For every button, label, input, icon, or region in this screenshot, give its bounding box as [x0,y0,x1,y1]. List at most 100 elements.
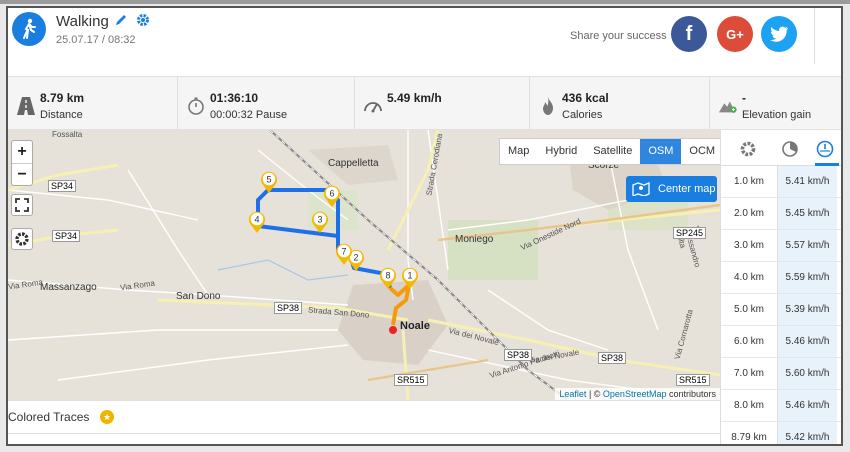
table-row: 4.0 km 5.59 km/h [721,262,841,294]
leaflet-link[interactable]: Leaflet [559,389,587,399]
split-speed: 5.57 km/h [777,230,837,261]
zoom-out-button[interactable]: − [12,163,32,185]
stat-elevation: - Elevation gain [710,77,841,131]
marker-label: 3 [317,214,322,224]
map-type-map[interactable]: Map [508,145,530,157]
table-row: 5.0 km 5.39 km/h [721,294,841,326]
split-speed: 5.45 km/h [777,198,837,229]
google-plus-share-button[interactable]: G+ [717,16,753,52]
activity-date: 25.07.17 / 08:32 [56,34,136,46]
map-type-osm[interactable]: OSM [640,139,682,164]
place-label: Scorzè [588,160,620,171]
marker-label: 4 [254,214,259,224]
zoom-in-button[interactable]: + [17,143,27,160]
table-row: 2.0 km 5.45 km/h [721,198,841,230]
split-speed: 5.46 km/h [777,390,837,421]
route-marker[interactable]: 1 [400,266,420,290]
attribution-separator: | © [586,389,603,399]
marker-label: 8 [385,270,390,280]
edit-pencil-icon[interactable] [114,13,128,32]
map-attribution: Leaflet | © OpenStreetMap contributors [555,388,720,400]
duration-pie-icon[interactable] [781,140,799,158]
header-divider [814,8,815,64]
premium-star-icon: ★ [100,410,114,424]
table-row: 8.0 km 5.46 km/h [721,390,841,422]
table-row: 6.0 km 5.46 km/h [721,326,841,358]
stat-label: Elevation gain [742,109,812,121]
splits-header [721,130,841,166]
route-map[interactable]: Cappelletta Scorzè Moniego Massanzago Sa… [8,130,720,400]
settings-gear-icon[interactable] [136,13,150,32]
route-marker[interactable]: 8 [378,266,398,290]
split-distance: 7.0 km [733,368,764,379]
map-type-hybrid[interactable]: Hybrid [545,145,578,157]
stat-value: 01:36:10 [210,91,259,105]
gear-icon[interactable] [739,140,757,158]
stat-value: 8.79 km [40,91,85,105]
marker-label: 7 [341,246,346,256]
marker-label: 2 [353,252,358,262]
active-tab-indicator [815,163,839,166]
road-icon [17,97,35,115]
split-distance: 2.0 km [733,208,764,219]
speed-gauge-icon[interactable] [815,140,835,158]
walking-icon [12,12,46,46]
twitter-share-button[interactable] [761,16,797,52]
split-distance: 3.0 km [733,240,764,251]
flame-icon [543,97,553,115]
split-speed: 5.41 km/h [777,166,837,197]
table-row: 3.0 km 5.57 km/h [721,230,841,262]
map-settings-button[interactable] [11,228,33,250]
table-row: 7.0 km 5.60 km/h [721,358,841,390]
place-label: Noale [400,320,430,332]
center-map-label: Center map [658,183,716,195]
splits-table: 1.0 km 5.41 km/h 2.0 km 5.45 km/h 3.0 km 5.… [720,130,841,444]
attribution-tail: contributors [666,389,716,399]
route-marker[interactable]: 2 [346,248,366,272]
place-label: Massanzago [40,282,97,293]
fullscreen-icon [15,198,29,212]
split-distance: 1.0 km [733,176,764,187]
fullscreen-button[interactable] [11,194,33,216]
route-end-marker[interactable] [389,326,397,334]
route-marker[interactable]: 4 [247,210,267,234]
marker-label: 5 [266,174,271,184]
stat-label: 00:00:32 Pause [210,109,288,121]
split-speed: 5.39 km/h [777,294,837,325]
stats-bar: 8.79 km Distance 01:36:10 00:00:32 Pause… [8,76,841,131]
activity-window: Walking 25.07.17 / 08:32 Share your succ… [6,6,843,446]
route-marker[interactable]: 6 [322,184,342,208]
split-speed: 5.42 km/h [777,422,837,444]
split-speed: 5.46 km/h [777,326,837,357]
stat-value: 5.49 km/h [387,91,442,105]
table-row: 1.0 km 5.41 km/h [721,166,841,198]
colored-traces-title: Colored Traces [8,410,90,424]
stat-distance: 8.79 km Distance [8,77,178,131]
map-type-satellite[interactable]: Satellite [593,145,633,157]
road-shield: SP38 [598,352,627,364]
road-shield: SP38 [274,302,303,314]
facebook-share-button[interactable]: f [671,16,707,52]
road-shield: SR515 [394,374,428,386]
road-shield: SP245 [673,227,707,239]
openstreetmap-link[interactable]: OpenStreetMap [602,389,667,399]
road-shield: SP34 [48,180,77,192]
split-speed: 5.59 km/h [777,262,837,293]
place-label: Fossalta [52,130,83,139]
gear-icon [15,232,29,246]
center-map-button[interactable]: Center map [626,176,717,202]
map-type-ocm[interactable]: OCM [689,145,716,157]
split-distance: 8.0 km [733,400,764,411]
split-speed: 5.60 km/h [777,358,837,389]
stat-calories: 436 kcal Calories [530,77,710,131]
route-marker[interactable]: 3 [310,210,330,234]
section-divider [8,433,720,434]
table-row: 8.79 km 5.42 km/h [721,422,841,444]
marker-label: 6 [329,188,334,198]
activity-header: Walking 25.07.17 / 08:32 Share your succ… [8,8,841,72]
route-marker[interactable]: 5 [259,170,279,194]
colored-traces-section: Colored Traces ★ [8,400,720,444]
route-marker[interactable]: 7 [334,242,354,266]
zoom-control: + − [11,140,33,186]
mountain-icon [718,101,737,113]
